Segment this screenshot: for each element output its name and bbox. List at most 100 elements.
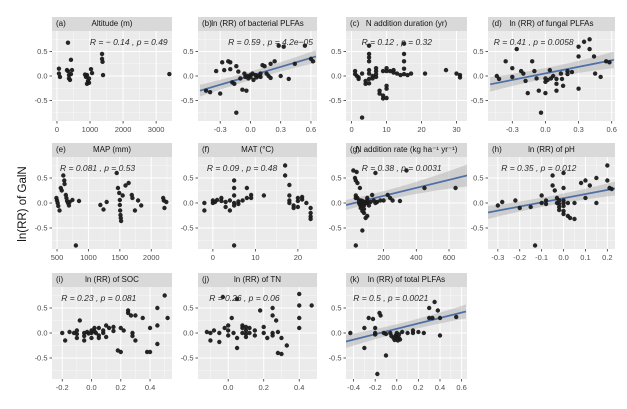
- data-point: [437, 315, 443, 321]
- data-point: [228, 66, 233, 72]
- x-tick-label: -0.2: [369, 383, 382, 392]
- data-point: [554, 88, 559, 93]
- facet-label: (b): [202, 19, 212, 28]
- data-point: [225, 333, 231, 338]
- data-point: [133, 338, 138, 343]
- scatter-points: [348, 299, 459, 377]
- facet-strip-e: MAP (mm) (e): [52, 143, 172, 157]
- data-point: [383, 331, 389, 337]
- plot-f: R = 0.09 , p = 0.48 0 10 20 0.5 0.0 -0.5: [181, 157, 317, 262]
- data-point: [118, 218, 124, 224]
- data-point: [605, 178, 610, 183]
- data-point: [362, 325, 367, 331]
- data-point: [67, 77, 73, 83]
- data-point: [284, 343, 290, 348]
- data-point: [231, 178, 237, 183]
- data-point: [231, 185, 237, 191]
- data-point: [297, 291, 302, 297]
- data-point: [217, 330, 222, 336]
- facet-strip-a: Altitude (m) (a): [52, 17, 172, 31]
- x-tick-label: 0.2: [602, 253, 612, 262]
- stats-annotation: R = 0.12 , p = 0.32: [362, 37, 433, 47]
- data-point: [454, 71, 459, 76]
- data-point: [281, 44, 286, 49]
- gridlines: [52, 287, 172, 379]
- data-point: [270, 305, 275, 311]
- y-tick-label: 0.5: [331, 174, 341, 183]
- y-tick-label: -0.5: [181, 354, 194, 363]
- plot-e: R = 0.081 , p = 0.53 500 1000 1500 2000 0.5 0.…: [35, 157, 172, 262]
- data-point: [550, 183, 555, 188]
- data-point: [220, 60, 225, 65]
- data-point: [59, 188, 64, 193]
- x-tick-label: 0.4: [294, 383, 304, 392]
- data-point: [261, 330, 266, 336]
- confidence-band: [490, 51, 615, 92]
- data-point: [594, 175, 599, 181]
- data-point: [410, 330, 416, 336]
- facet-title: ln (RR) of total PLFAs: [367, 275, 446, 284]
- x-tick-label: 0.0: [540, 125, 550, 134]
- x-tick-label: 10: [382, 125, 390, 134]
- y-tick-label: -0.5: [35, 224, 48, 233]
- data-point: [538, 110, 544, 115]
- data-point: [111, 328, 116, 334]
- data-point: [603, 59, 609, 64]
- scatter-points: [351, 168, 458, 248]
- facet-label: (c): [350, 19, 360, 28]
- data-point: [561, 203, 566, 209]
- data-point: [561, 185, 566, 191]
- data-point: [234, 64, 239, 69]
- data-point: [244, 88, 249, 93]
- facet-strip-d: ln (RR) of fungal PLFAs (d): [488, 17, 615, 31]
- data-point: [207, 89, 213, 95]
- data-point: [598, 74, 603, 80]
- data-point: [100, 72, 106, 78]
- x-tick-label: 1500: [112, 253, 129, 262]
- data-point: [366, 43, 372, 48]
- scatter-points: [495, 163, 614, 248]
- y-tick-label: 0.5: [331, 47, 341, 56]
- data-point: [130, 333, 135, 339]
- data-point: [99, 51, 105, 57]
- data-point: [384, 86, 389, 91]
- data-point: [591, 54, 597, 59]
- y-tick-label: -0.5: [329, 224, 342, 233]
- y-tick-label: 0.5: [183, 304, 193, 313]
- data-point: [287, 193, 292, 198]
- data-point: [86, 76, 92, 81]
- data-point: [496, 76, 502, 82]
- data-point: [430, 315, 435, 321]
- data-point: [302, 43, 308, 48]
- y-tick-label: -0.5: [471, 96, 484, 105]
- data-point: [357, 185, 363, 191]
- data-point: [228, 60, 233, 65]
- data-point: [243, 328, 249, 333]
- y-tick-label: -0.5: [471, 224, 484, 233]
- data-point: [370, 76, 375, 81]
- x-tick-label: 0.0: [392, 383, 402, 392]
- x-tick-label: -0.3: [491, 253, 504, 262]
- data-point: [103, 323, 109, 328]
- data-point: [404, 168, 409, 173]
- y-tick-label: 0.0: [331, 199, 341, 208]
- data-point: [234, 335, 240, 341]
- data-point: [353, 243, 359, 248]
- data-point: [383, 353, 389, 358]
- data-point: [405, 330, 410, 336]
- facet-label: (a): [56, 19, 66, 28]
- data-point: [297, 303, 302, 308]
- data-point: [366, 81, 372, 86]
- data-point: [139, 203, 144, 208]
- data-point: [114, 170, 119, 176]
- data-point: [74, 335, 80, 341]
- facet-title: Altitude (m): [91, 19, 133, 28]
- data-point: [366, 76, 372, 82]
- data-point: [592, 71, 598, 76]
- data-point: [377, 91, 382, 96]
- data-point: [133, 313, 138, 318]
- data-point: [495, 203, 501, 208]
- y-tick-label: 0.5: [183, 47, 193, 56]
- x-tick-label: -0.1: [535, 253, 548, 262]
- data-point: [378, 198, 383, 203]
